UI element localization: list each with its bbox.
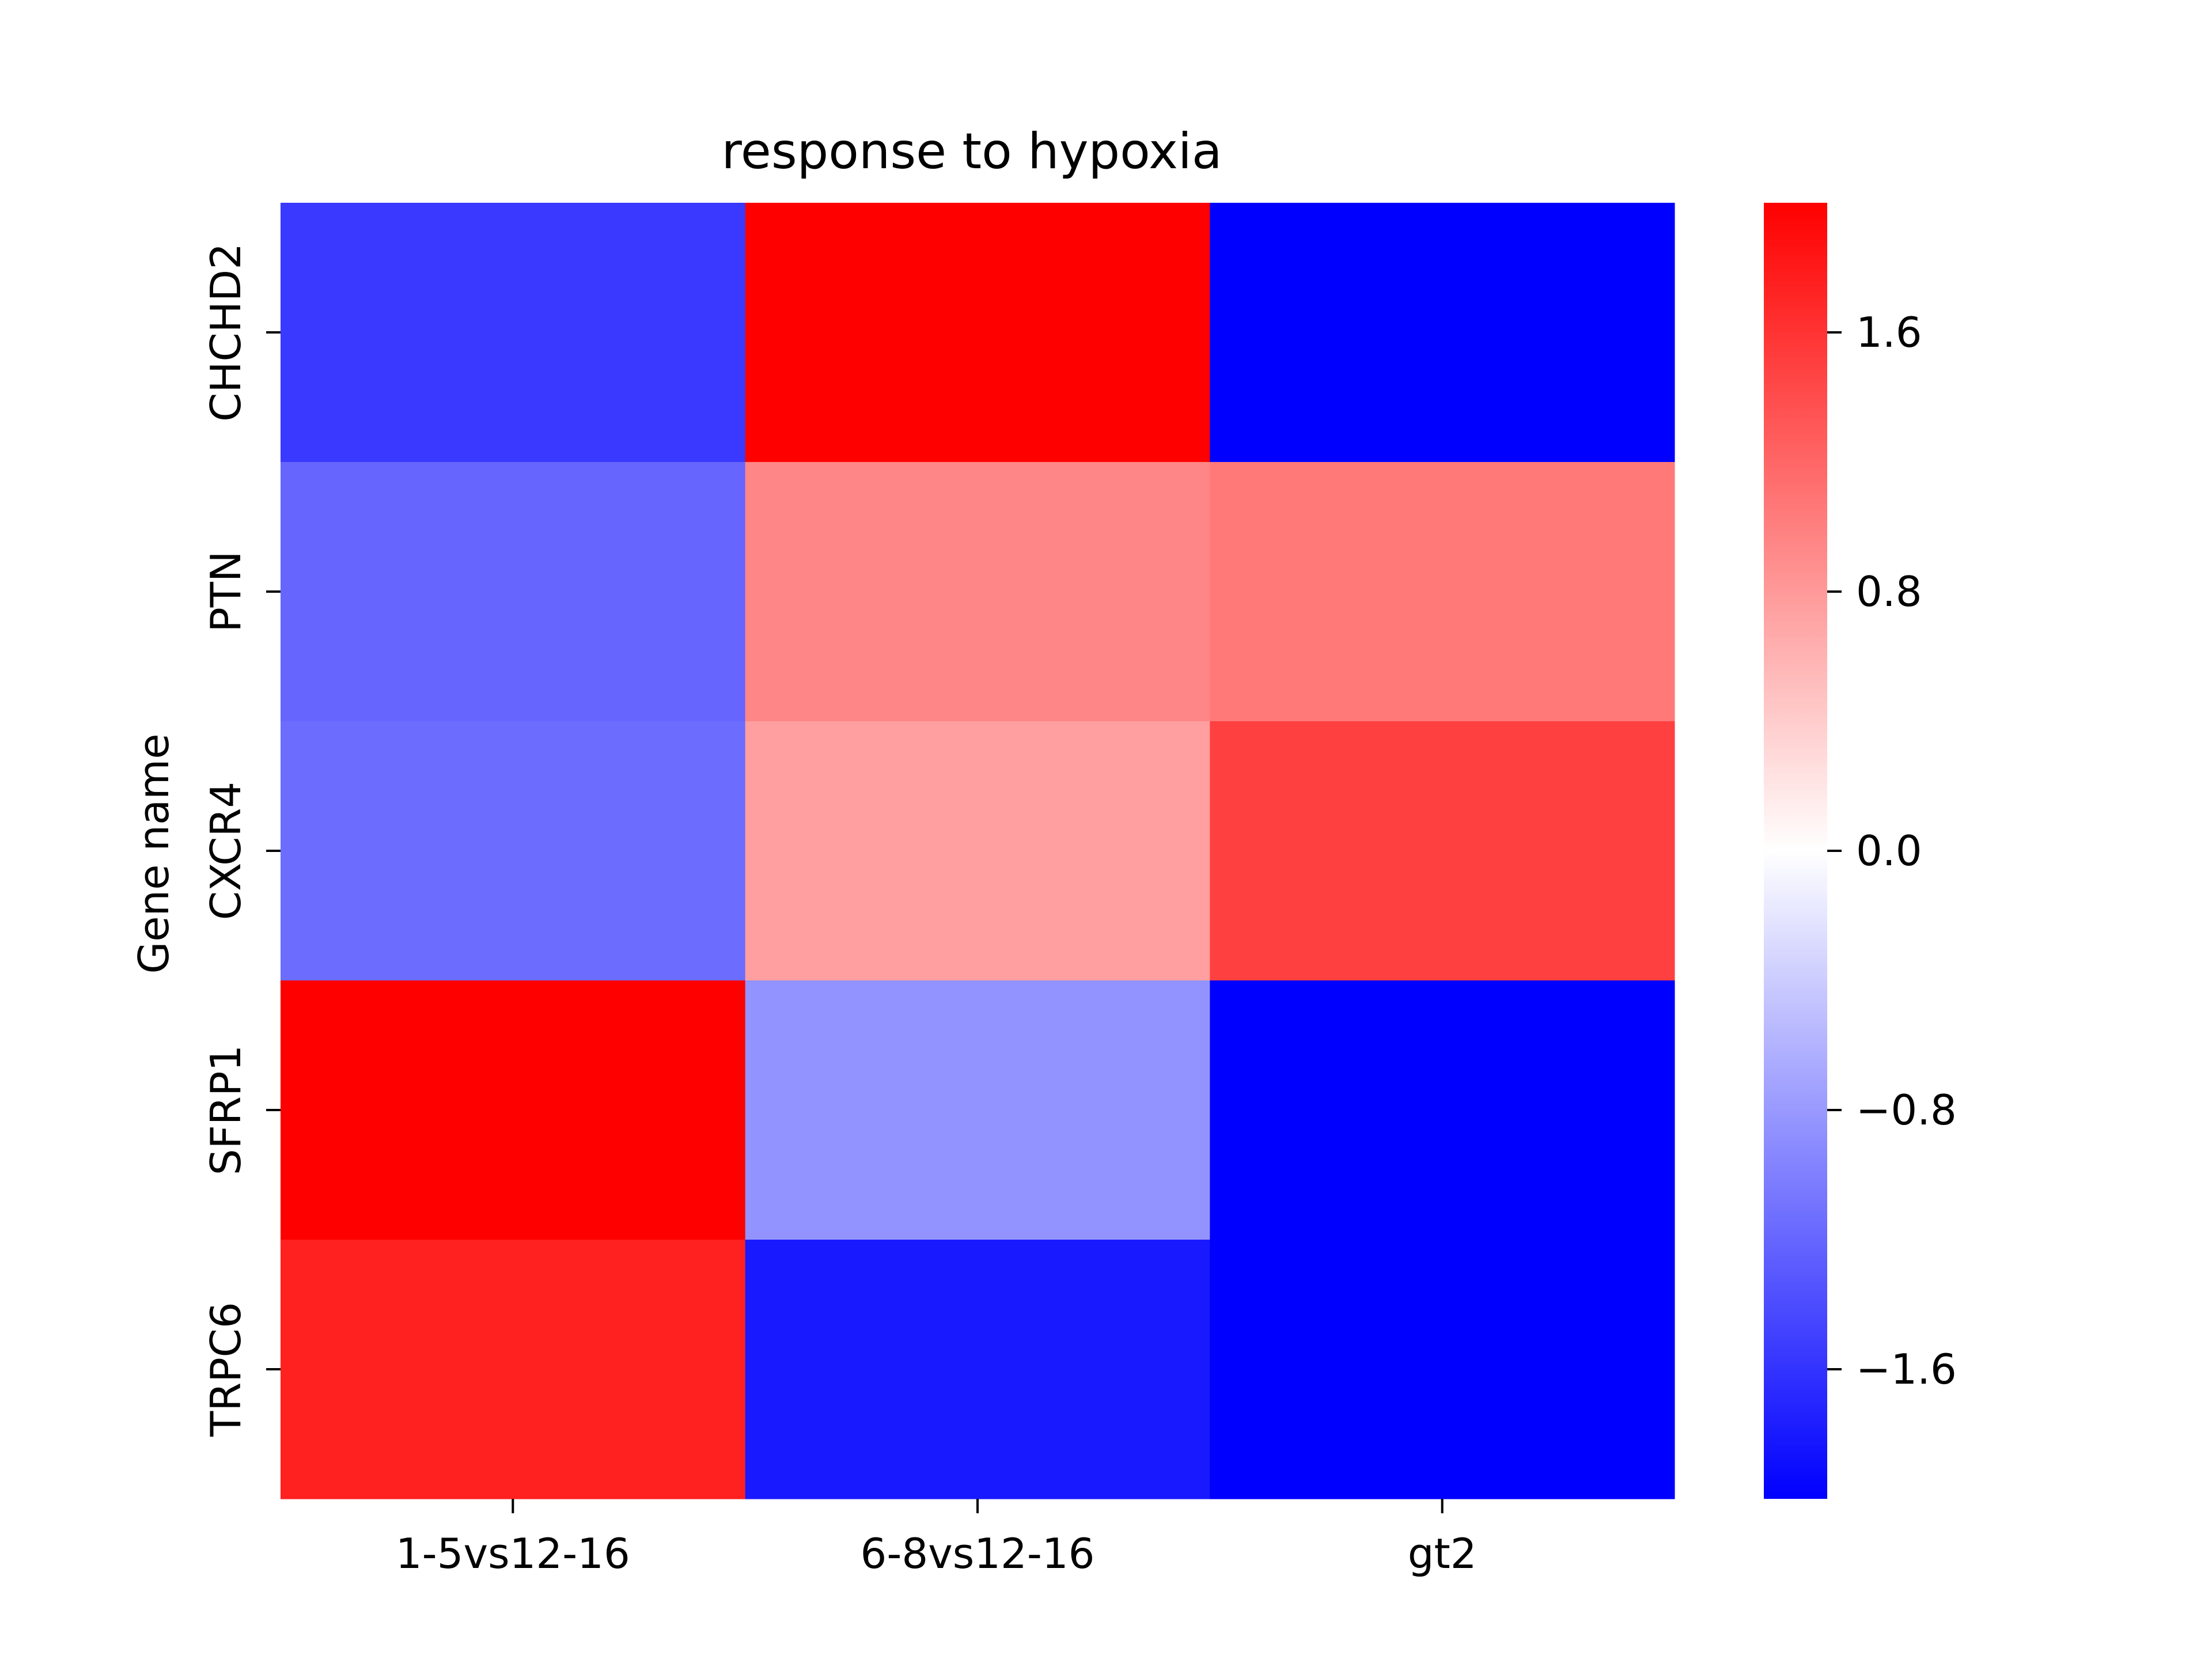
chart-title: response to hypoxia bbox=[721, 123, 1222, 180]
y-tick-label: SFRP1 bbox=[202, 1045, 250, 1175]
heatmap-cell bbox=[1210, 462, 1675, 722]
heatmap-cell bbox=[745, 203, 1210, 463]
colorbar bbox=[1764, 203, 1827, 1499]
heatmap-cell bbox=[745, 462, 1210, 722]
heatmap-cell bbox=[1210, 980, 1675, 1240]
heatmap-cell bbox=[1210, 721, 1675, 981]
colorbar-tick-label: −1.6 bbox=[1856, 1345, 1957, 1393]
x-axis-ticks: 1-5vs12-16 6-8vs12-16 gt2 bbox=[396, 1499, 1477, 1578]
colorbar-tick-label: 0.0 bbox=[1856, 827, 1922, 875]
colorbar-tick-label: 1.6 bbox=[1856, 308, 1922, 357]
heatmap-cell bbox=[281, 980, 746, 1240]
colorbar-tick-label: −0.8 bbox=[1856, 1086, 1957, 1134]
heatmap-cell bbox=[281, 721, 746, 981]
y-tick-label: CXCR4 bbox=[202, 782, 250, 920]
heatmap-cell bbox=[745, 721, 1210, 981]
y-tick-label: PTN bbox=[202, 551, 250, 632]
heatmap-cell bbox=[281, 462, 746, 722]
y-tick-label: CHCHD2 bbox=[202, 243, 250, 422]
colorbar-ticks: 1.6 0.8 0.0 −0.8 −1.6 bbox=[1827, 308, 1957, 1393]
heatmap-cell bbox=[1210, 203, 1675, 463]
heatmap-cells bbox=[281, 203, 1675, 1499]
y-axis-ticks: CHCHD2 PTN CXCR4 SFRP1 TRPC6 bbox=[202, 243, 281, 1437]
x-tick-label: 1-5vs12-16 bbox=[396, 1529, 630, 1578]
colorbar-tick-label: 0.8 bbox=[1856, 567, 1922, 616]
heatmap-cell bbox=[1210, 1240, 1675, 1499]
x-tick-label: gt2 bbox=[1408, 1529, 1477, 1578]
heatmap-cell bbox=[745, 1240, 1210, 1499]
y-tick-label: TRPC6 bbox=[202, 1302, 250, 1437]
heatmap-cell bbox=[281, 1240, 746, 1499]
heatmap-cell bbox=[745, 980, 1210, 1240]
x-tick-label: 6-8vs12-16 bbox=[861, 1529, 1095, 1578]
heatmap-cell bbox=[281, 203, 746, 463]
y-axis-label: Gene name bbox=[130, 733, 178, 974]
